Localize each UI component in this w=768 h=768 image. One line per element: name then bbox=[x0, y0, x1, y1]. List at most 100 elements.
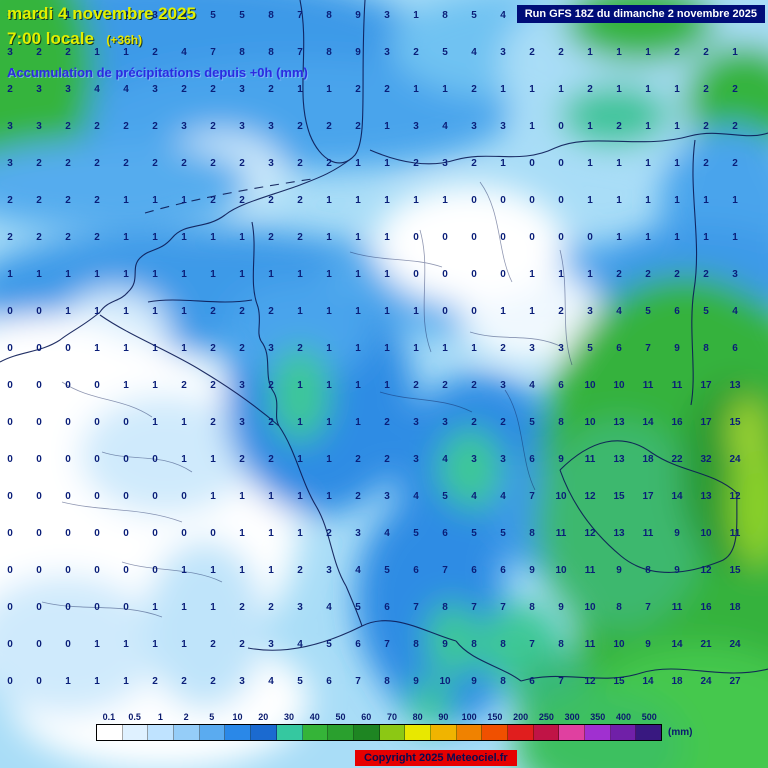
grid-value: 8 bbox=[703, 343, 709, 354]
grid-value: 9 bbox=[674, 565, 680, 576]
legend-tick: 40 bbox=[309, 712, 320, 722]
grid-value: 1 bbox=[558, 269, 564, 280]
grid-value: 1 bbox=[355, 158, 361, 169]
grid-value: 3 bbox=[442, 158, 448, 169]
grid-value: 2 bbox=[326, 528, 332, 539]
grid-value: 3 bbox=[384, 10, 390, 21]
legend-segment bbox=[174, 725, 200, 740]
grid-value: 2 bbox=[674, 47, 680, 58]
grid-value: 1 bbox=[384, 306, 390, 317]
grid-value: 1 bbox=[413, 306, 419, 317]
grid-value: 3 bbox=[268, 639, 274, 650]
grid-value: 1 bbox=[239, 528, 245, 539]
color-scale-legend: 0.1 0.5 1 2 5 10 20 30 40 50 60 70 80 90 100 150 200 250 3… bbox=[96, 712, 692, 741]
grid-value: 2 bbox=[94, 121, 100, 132]
grid-value: 2 bbox=[732, 121, 738, 132]
grid-value: 0 bbox=[210, 528, 216, 539]
grid-value: 3 bbox=[239, 417, 245, 428]
grid-value: 4 bbox=[732, 306, 738, 317]
grid-value: 0 bbox=[65, 454, 71, 465]
grid-value: 7 bbox=[645, 602, 651, 613]
legend-tick: 500 bbox=[641, 712, 657, 722]
grid-value: 2 bbox=[297, 195, 303, 206]
legend-segment bbox=[405, 725, 431, 740]
grid-value: 1 bbox=[123, 343, 129, 354]
legend-tick: 70 bbox=[386, 712, 397, 722]
grid-value: 1 bbox=[616, 47, 622, 58]
grid-value: 1 bbox=[500, 84, 506, 95]
grid-value: 1 bbox=[65, 10, 71, 21]
grid-value: 1 bbox=[326, 380, 332, 391]
date-label: mardi 4 novembre 2025 bbox=[7, 4, 196, 23]
grid-value: 3 bbox=[152, 10, 158, 21]
grid-value: 6 bbox=[529, 676, 535, 687]
grid-value: 2 bbox=[384, 417, 390, 428]
grid-value: 3 bbox=[36, 121, 42, 132]
grid-value: 0 bbox=[7, 454, 13, 465]
grid-value: 3 bbox=[268, 121, 274, 132]
grid-value: 4 bbox=[94, 84, 100, 95]
grid-value: 1 bbox=[152, 195, 158, 206]
grid-value: 1 bbox=[384, 232, 390, 243]
grid-value: 1 bbox=[297, 84, 303, 95]
grid-value: 0 bbox=[7, 380, 13, 391]
grid-value: 1 bbox=[326, 232, 332, 243]
grid-value: 1 bbox=[732, 195, 738, 206]
grid-value: 24 bbox=[700, 676, 712, 687]
grid-value: 1 bbox=[384, 158, 390, 169]
grid-value: 12 bbox=[729, 491, 741, 502]
grid-value: 1 bbox=[210, 232, 216, 243]
grid-value: 1 bbox=[355, 232, 361, 243]
grid-value: 6 bbox=[442, 528, 448, 539]
grid-value: 8 bbox=[645, 565, 651, 576]
legend-tick: 0.5 bbox=[128, 712, 141, 722]
grid-value: 0 bbox=[123, 417, 129, 428]
grid-value: 1 bbox=[210, 602, 216, 613]
legend-tick: 30 bbox=[284, 712, 295, 722]
grid-value: 1 bbox=[674, 158, 680, 169]
grid-value: 4 bbox=[297, 639, 303, 650]
legend-tick: 300 bbox=[564, 712, 580, 722]
grid-value: 1 bbox=[413, 84, 419, 95]
grid-value: 1 bbox=[355, 343, 361, 354]
grid-value: 2 bbox=[529, 47, 535, 58]
grid-value: 1 bbox=[674, 232, 680, 243]
grid-value: 0 bbox=[413, 269, 419, 280]
grid-value: 1 bbox=[268, 491, 274, 502]
grid-value: 2 bbox=[268, 454, 274, 465]
grid-value: 10 bbox=[584, 417, 596, 428]
grid-value: 2 bbox=[210, 380, 216, 391]
grid-value: 2 bbox=[268, 602, 274, 613]
grid-value: 2 bbox=[703, 269, 709, 280]
grid-value: 0 bbox=[123, 491, 129, 502]
grid-value: 1 bbox=[326, 417, 332, 428]
grid-value: 0 bbox=[123, 602, 129, 613]
legend-segment bbox=[225, 725, 252, 740]
grid-value: 2 bbox=[152, 121, 158, 132]
grid-value: 3 bbox=[268, 343, 274, 354]
grid-value: 5 bbox=[703, 306, 709, 317]
grid-value: 10 bbox=[613, 639, 625, 650]
grid-value: 1 bbox=[181, 195, 187, 206]
grid-value: 13 bbox=[613, 417, 625, 428]
legend-tick: 10 bbox=[232, 712, 243, 722]
grid-value: 8 bbox=[471, 639, 477, 650]
grid-value: 1 bbox=[442, 84, 448, 95]
grid-value: 8 bbox=[442, 602, 448, 613]
grid-value: 1 bbox=[442, 343, 448, 354]
grid-value: 2 bbox=[471, 417, 477, 428]
grid-value: 2 bbox=[181, 676, 187, 687]
grid-value: 14 bbox=[671, 639, 683, 650]
grid-value: 8 bbox=[326, 10, 332, 21]
grid-value: 1 bbox=[152, 602, 158, 613]
grid-value: 5 bbox=[645, 306, 651, 317]
legend-segment bbox=[379, 725, 406, 740]
grid-value: 1 bbox=[732, 232, 738, 243]
grid-value: 4 bbox=[529, 380, 535, 391]
grid-value: 4 bbox=[326, 602, 332, 613]
grid-value: 6 bbox=[413, 565, 419, 576]
legend-segment bbox=[302, 725, 329, 740]
grid-value: 1 bbox=[326, 269, 332, 280]
grid-value: 15 bbox=[613, 491, 625, 502]
grid-value: 1 bbox=[645, 158, 651, 169]
